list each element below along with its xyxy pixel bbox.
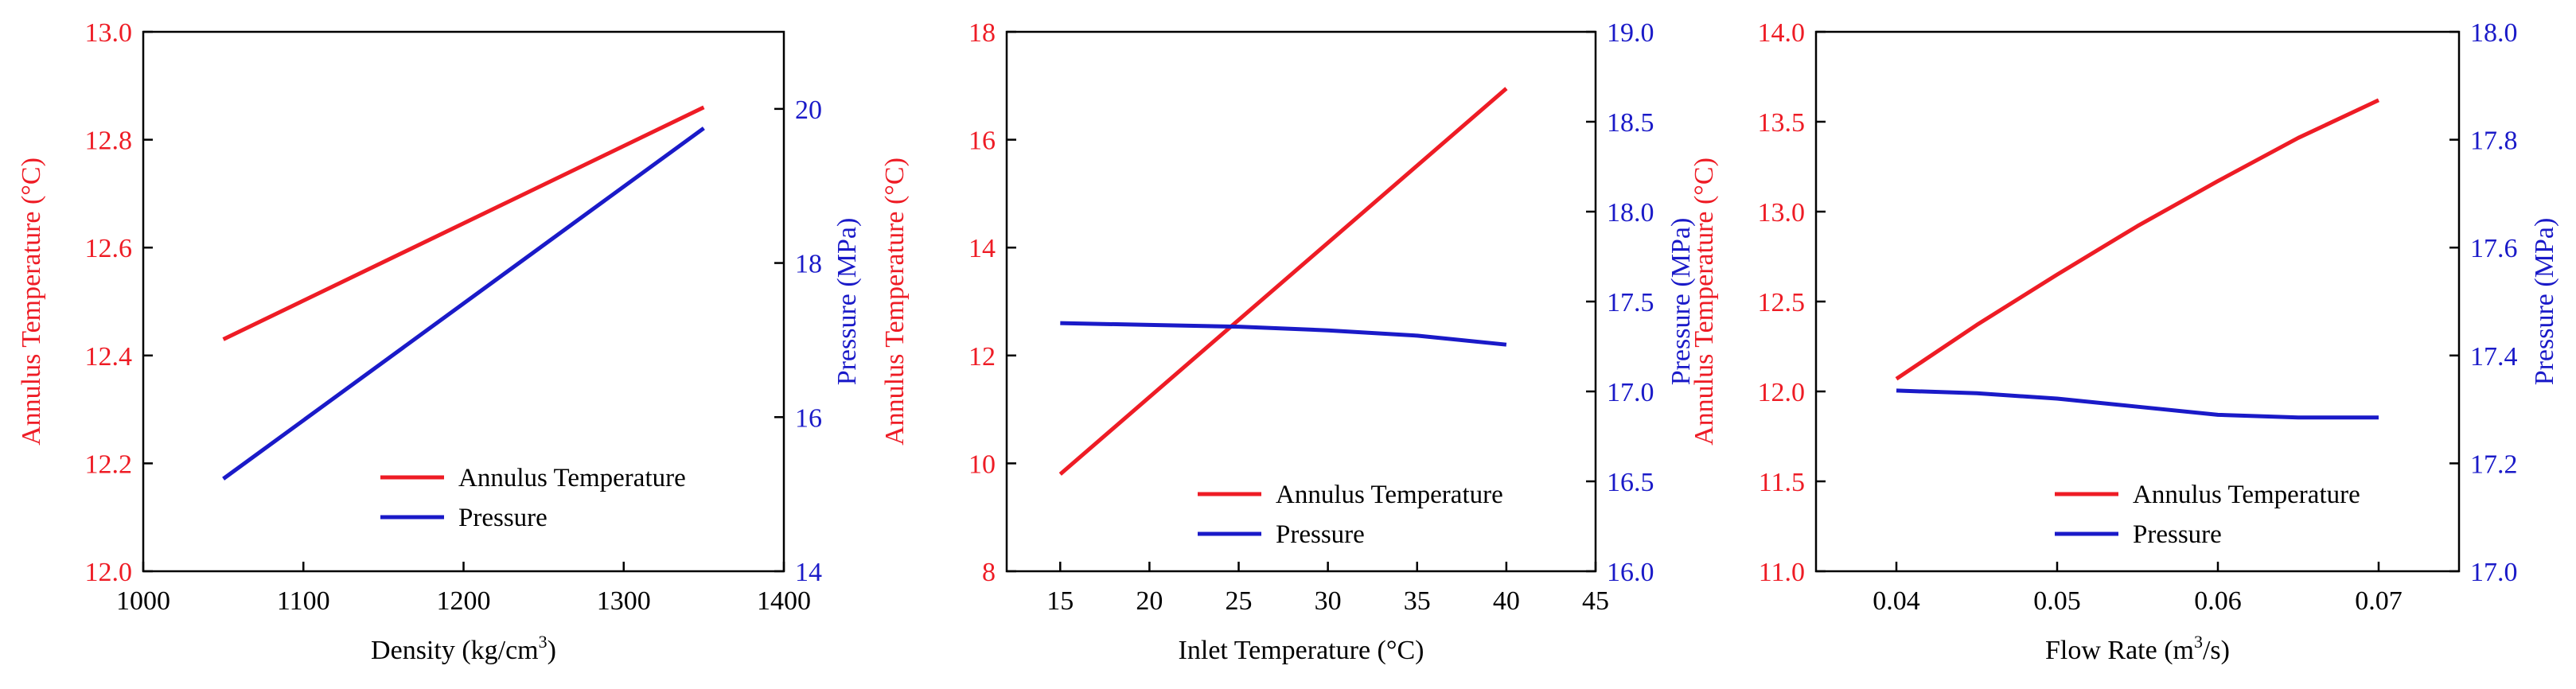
y-right-tick-label: 18.5 — [1607, 108, 1654, 138]
x-tick-label: 0.05 — [2033, 586, 2081, 616]
x-tick-label: 1300 — [597, 586, 651, 616]
x-tick-label: 40 — [1493, 586, 1520, 616]
legend-label-pressure: Pressure — [458, 504, 548, 532]
y-right-tick-label: 17.6 — [2470, 234, 2518, 263]
y-left-tick-label: 8 — [982, 558, 996, 587]
y-right-tick-label: 18.0 — [1607, 198, 1654, 228]
x-tick-label: 25 — [1226, 586, 1253, 616]
x-axis-title: Flow Rate (m3/s) — [2045, 632, 2230, 665]
x-tick-label: 1400 — [757, 586, 811, 616]
y-right-axis-title: Pressure (MPa) — [1666, 218, 1696, 386]
x-tick-label: 30 — [1315, 586, 1342, 616]
legend-label-pressure: Pressure — [2133, 520, 2222, 549]
x-axis-title-main: Density (kg/cm — [371, 636, 539, 665]
chart-panel-2: 15 20 25 30 35 40 45 8 10 12 14 16 18 16.0 16.5 17.0 17.… — [880, 18, 1696, 665]
x-tick-label: 0.04 — [1873, 586, 1920, 616]
y-left-tick-label: 12 — [968, 342, 996, 372]
y-left-tick-label: 11.5 — [1759, 468, 1805, 497]
y-right-tick-label: 17.5 — [1607, 288, 1654, 317]
y-right-tick-label: 16 — [795, 403, 822, 433]
y-left-tick-label: 13.0 — [85, 18, 133, 48]
legend-label-temperature: Annulus Temperature — [2133, 481, 2360, 509]
y-right-tick-label: 17.0 — [2470, 558, 2518, 587]
y-right-tick-label: 16.0 — [1607, 558, 1654, 587]
x-axis-title-superscript: 3 — [539, 632, 548, 652]
y-left-tick-label: 12.8 — [85, 127, 133, 156]
y-right-tick-label: 17.8 — [2470, 127, 2518, 156]
y-right-tick-label: 20 — [795, 95, 822, 125]
x-tick-label: 0.06 — [2194, 586, 2242, 616]
x-tick-label: 1000 — [116, 586, 170, 616]
y-left-tick-label: 11.0 — [1759, 558, 1805, 587]
y-right-tick-label: 14 — [795, 558, 822, 587]
y-left-tick-label: 13.0 — [1758, 198, 1806, 228]
x-tick-label: 15 — [1046, 586, 1074, 616]
y-left-axis-title: Annulus Temperature (°C) — [880, 158, 910, 446]
y-right-tick-label: 17.0 — [1607, 378, 1654, 407]
annulus-temperature-line — [1895, 98, 2380, 381]
pressure-line — [1896, 388, 2379, 420]
y-left-tick-label: 13.5 — [1758, 108, 1806, 138]
legend-label-temperature: Annulus Temperature — [1276, 481, 1503, 509]
x-tick-label: 20 — [1136, 586, 1163, 616]
annulus-temperature-line — [1058, 87, 1508, 476]
x-axis-title: Density (kg/cm3) — [371, 632, 556, 665]
pressure-line — [222, 127, 705, 481]
y-right-tick-label: 16.5 — [1607, 468, 1654, 497]
y-left-tick-label: 14.0 — [1758, 18, 1806, 48]
y-right-tick-label: 18 — [795, 250, 822, 279]
y-right-axis-title: Pressure (MPa) — [832, 218, 862, 386]
y-left-tick-label: 14 — [968, 234, 996, 263]
pressure-line — [1060, 321, 1507, 347]
x-tick-label: 1100 — [277, 586, 330, 616]
y-left-tick-label: 12.4 — [85, 342, 133, 372]
y-left-tick-label: 12.6 — [85, 234, 133, 263]
legend-label-temperature: Annulus Temperature — [458, 464, 686, 492]
y-left-tick-label: 12.5 — [1758, 288, 1806, 317]
chart-panel-1: 1000 1100 1200 1300 1400 12.0 12.2 12.4 12.6 12.8… — [17, 18, 862, 665]
x-axis-title-main: Flow Rate (m — [2045, 636, 2194, 665]
y-right-tick-label: 19.0 — [1607, 18, 1654, 48]
y-right-tick-label: 17.2 — [2470, 450, 2518, 479]
y-left-tick-label: 16 — [968, 127, 996, 156]
x-axis-title-tail: ) — [548, 636, 556, 665]
y-left-tick-label: 10 — [968, 450, 996, 479]
y-left-tick-label: 12.2 — [85, 450, 133, 479]
y-left-axis-title: Annulus Temperature (°C) — [17, 158, 46, 446]
x-axis-title-tail: /s) — [2203, 636, 2230, 665]
x-axis-title-superscript: 3 — [2194, 632, 2203, 652]
y-left-tick-label: 12.0 — [85, 558, 133, 587]
x-axis-title: Inlet Temperature (°C) — [1179, 636, 1424, 665]
x-tick-label: 45 — [1582, 586, 1609, 616]
x-tick-label: 1200 — [437, 586, 491, 616]
y-left-axis-title: Annulus Temperature (°C) — [1689, 158, 1719, 446]
chart-panel-3: 0.04 0.05 0.06 0.07 11.0 11.5 12.0 12.5 13.0 13.5… — [1689, 18, 2559, 665]
legend-label-pressure: Pressure — [1276, 520, 1365, 549]
x-tick-label: 35 — [1404, 586, 1431, 616]
x-tick-label: 0.07 — [2355, 586, 2403, 616]
y-right-tick-label: 18.0 — [2470, 18, 2518, 48]
annulus-temperature-line — [222, 105, 705, 341]
y-right-axis-title: Pressure (MPa) — [2530, 218, 2559, 386]
y-right-tick-label: 17.4 — [2470, 342, 2518, 372]
y-left-tick-label: 12.0 — [1758, 378, 1806, 407]
y-left-tick-label: 18 — [968, 18, 996, 48]
